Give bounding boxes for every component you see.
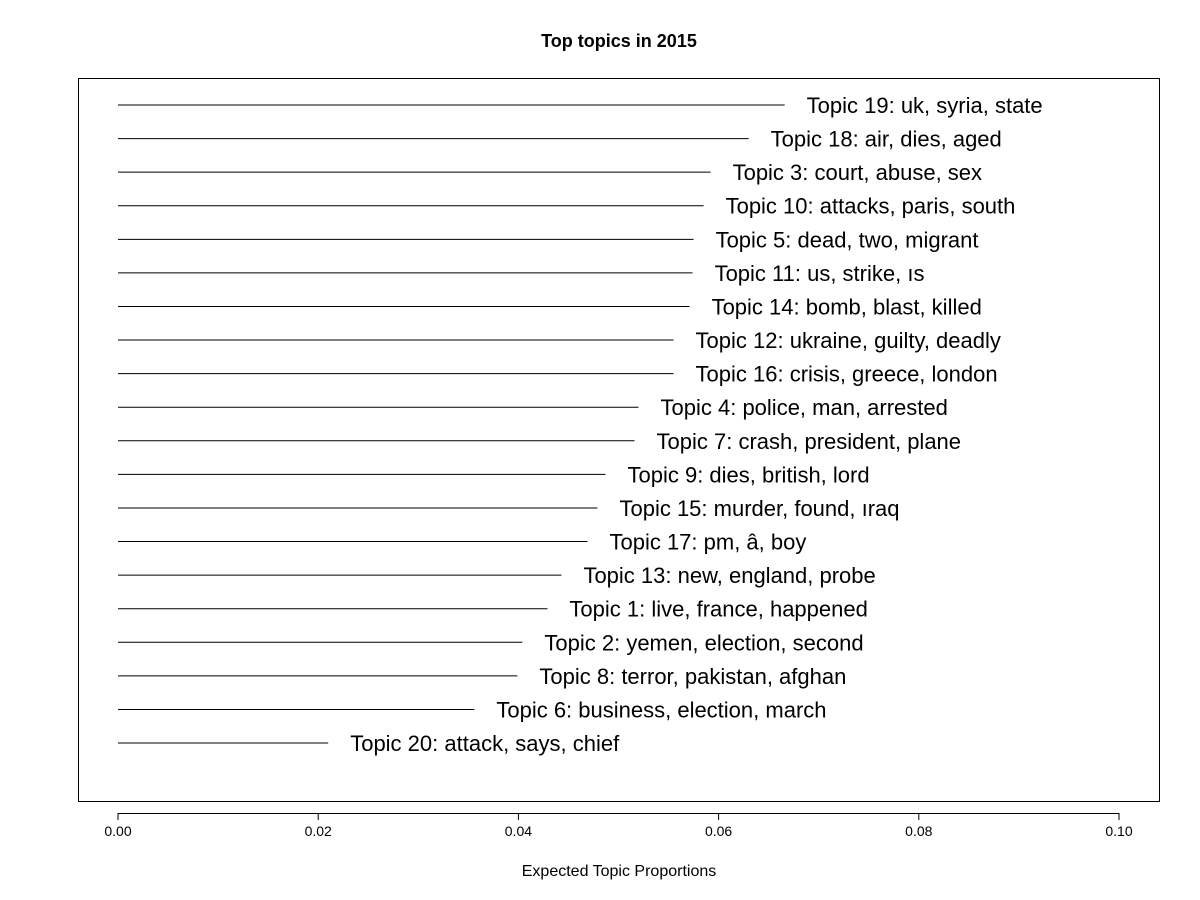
topic-label: Topic 3: court, abuse, sex: [733, 160, 982, 185]
plot-frame: [78, 78, 1160, 802]
topic-label: Topic 14: bomb, blast, killed: [712, 294, 982, 319]
topic-label: Topic 11: us, strike, ıs: [715, 261, 925, 286]
topic-label: Topic 12: ukraine, guilty, deadly: [696, 328, 1001, 353]
topic-label: Topic 16: crisis, greece, london: [696, 362, 998, 387]
topic-label: Topic 8: terror, pakistan, afghan: [539, 664, 846, 689]
x-axis-label: Expected Topic Proportions: [522, 863, 716, 880]
chart-title: Top topics in 2015: [541, 31, 697, 51]
x-tick-label: 0.04: [505, 823, 532, 839]
topic-label: Topic 10: attacks, paris, south: [726, 194, 1016, 219]
topic-label: Topic 15: murder, found, ıraq: [619, 496, 899, 521]
x-tick-label: 0.00: [104, 823, 131, 839]
topic-label: Topic 19: uk, syria, state: [807, 93, 1043, 118]
x-tick-label: 0.02: [305, 823, 332, 839]
topic-label: Topic 6: business, election, march: [496, 697, 826, 722]
x-axis-ticks: 0.00 0.02 0.04 0.06 0.08 0.10: [104, 813, 1133, 839]
topic-label: Topic 9: dies, british, lord: [627, 462, 869, 487]
topic-label: Topic 18: air, dies, aged: [771, 127, 1002, 152]
topic-label: Topic 4: police, man, arrested: [661, 395, 948, 420]
topic-label: Topic 1: live, france, happened: [569, 597, 867, 622]
topic-label: Topic 5: dead, two, migrant: [716, 227, 979, 252]
topic-label: Topic 7: crash, president, plane: [657, 429, 962, 454]
x-tick-label: 0.08: [905, 823, 932, 839]
x-tick-label: 0.10: [1105, 823, 1132, 839]
topic-labels: Topic 19: uk, syria, state Topic 18: air,…: [350, 93, 1042, 756]
topic-label: Topic 13: new, england, probe: [583, 563, 875, 588]
x-tick-label: 0.06: [705, 823, 732, 839]
topic-lines: [118, 104, 785, 744]
topic-label: Topic 2: yemen, election, second: [544, 630, 863, 655]
topic-label: Topic 20: attack, says, chief: [350, 731, 620, 756]
topic-label: Topic 17: pm, â, boy: [609, 530, 806, 555]
